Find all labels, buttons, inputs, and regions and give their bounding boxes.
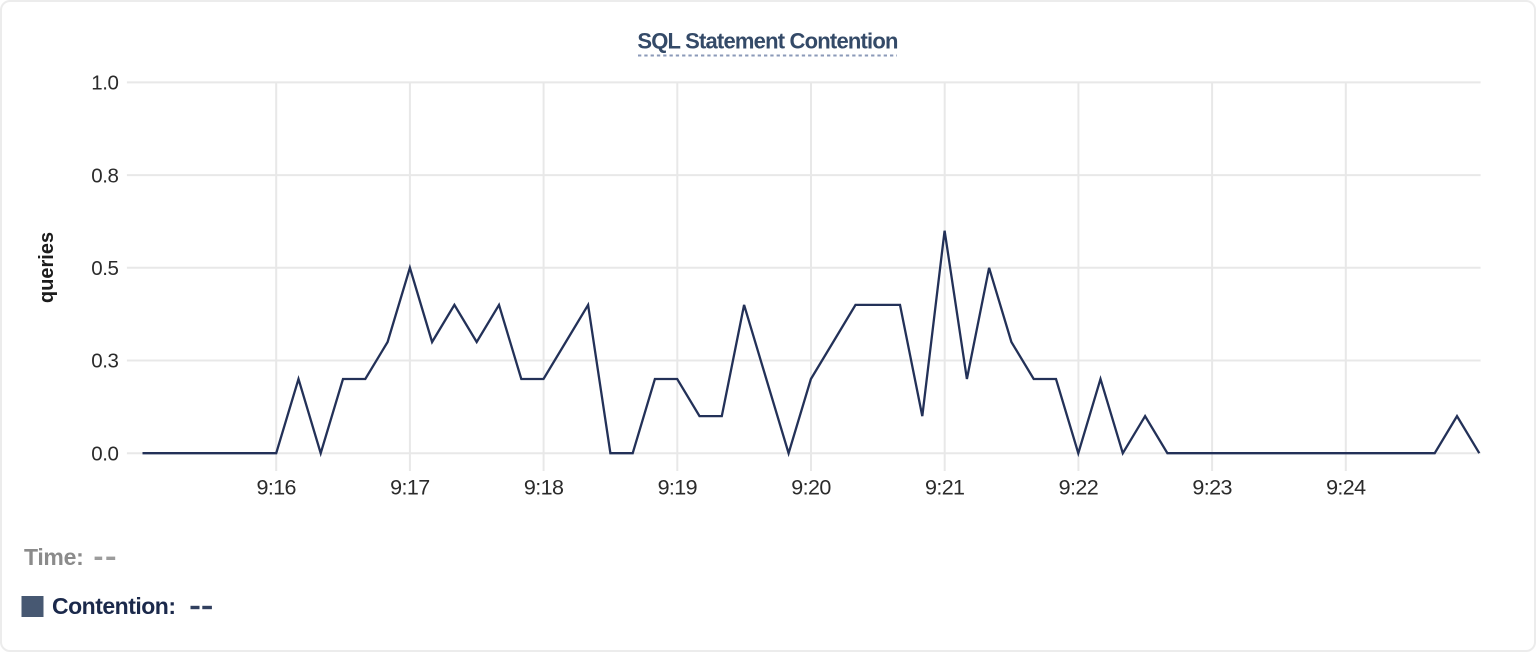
svg-text:0.5: 0.5 <box>91 257 118 280</box>
svg-text:9:17: 9:17 <box>390 476 429 500</box>
svg-text:0.0: 0.0 <box>91 442 118 465</box>
svg-text:Time:: Time: <box>24 544 83 570</box>
svg-text:0.8: 0.8 <box>91 164 118 187</box>
svg-text:0.3: 0.3 <box>91 350 118 373</box>
svg-text:Contention:: Contention: <box>52 593 176 619</box>
svg-text:9:18: 9:18 <box>524 476 564 500</box>
svg-text:9:19: 9:19 <box>658 476 697 500</box>
svg-text:9:21: 9:21 <box>925 476 964 500</box>
svg-text:9:24: 9:24 <box>1326 476 1366 500</box>
svg-text:queries: queries <box>36 232 58 303</box>
svg-text:9:16: 9:16 <box>256 476 296 500</box>
svg-text:9:22: 9:22 <box>1059 476 1098 500</box>
svg-text:1.0: 1.0 <box>91 72 118 95</box>
svg-text:9:23: 9:23 <box>1192 476 1232 500</box>
svg-text:9:20: 9:20 <box>791 476 831 500</box>
svg-text:SQL Statement Contention: SQL Statement Contention <box>637 29 898 54</box>
